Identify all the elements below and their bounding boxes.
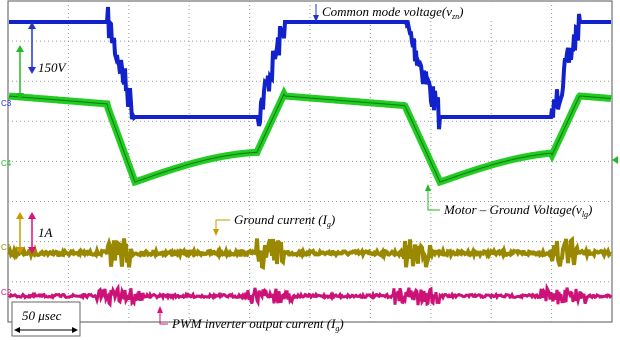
arrowhead — [425, 184, 431, 191]
time-scale: 50 μsec — [22, 308, 62, 323]
annotation: Common mode voltage(vzn) — [322, 4, 463, 21]
channel-label: C1 — [1, 243, 12, 252]
channel-label: C2 — [1, 288, 12, 297]
voltage-scale: 150V — [38, 60, 68, 75]
arrowhead — [14, 327, 20, 333]
channel-label: C3 — [1, 99, 12, 108]
annotation: Motor – Ground Voltage(vlg) — [443, 202, 592, 219]
annotation: Ground current (Ig) — [234, 212, 335, 229]
trace-c1 — [7, 235, 612, 271]
trace-c4-core — [8, 92, 612, 183]
pointer — [159, 308, 168, 325]
annotation: PWM inverter output current (Ig) — [171, 316, 344, 333]
trace-c3 — [9, 6, 611, 130]
arrowhead — [157, 306, 163, 313]
arrowhead — [313, 15, 319, 22]
traces — [7, 6, 613, 308]
trace-c2 — [8, 282, 613, 308]
marker — [612, 156, 618, 164]
current-scale: 1A — [38, 225, 53, 240]
arrowhead — [72, 327, 78, 333]
scale-arrows — [16, 22, 36, 254]
label-bg — [321, 3, 503, 20]
pointer — [427, 186, 440, 211]
channel-label: C4 — [1, 159, 12, 168]
arrowhead — [213, 229, 219, 236]
